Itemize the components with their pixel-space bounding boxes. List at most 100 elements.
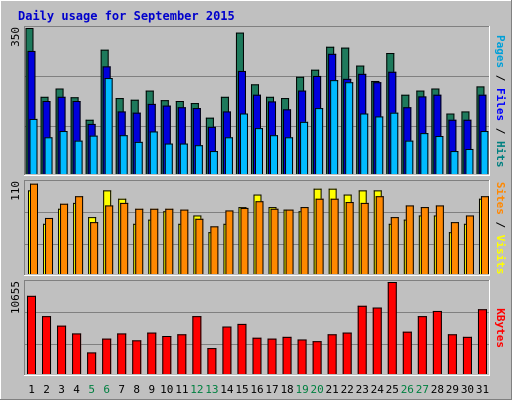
bar-fill <box>102 338 112 374</box>
bar-sites-2 <box>45 217 54 274</box>
bar-pages-15 <box>239 113 248 174</box>
legend-bottom: KBytes <box>494 308 507 348</box>
bar-fill <box>104 78 113 174</box>
bar-fill <box>44 137 53 174</box>
bar-fill <box>285 209 294 274</box>
bar-pages-21 <box>330 80 339 174</box>
x-tick-label-11: 11 <box>175 383 188 396</box>
bar-fill <box>330 198 339 274</box>
bar-fill <box>75 196 84 274</box>
chart-panels: 350 Pages / Files / Hits 110 Sites / Visits… <box>9 26 507 376</box>
panel-top: 350 Pages / Files / Hits <box>9 26 507 176</box>
bar-sites-30 <box>465 215 474 274</box>
bar-fill <box>375 196 384 274</box>
bar-sites-3 <box>60 203 69 274</box>
bar-fill <box>177 334 187 374</box>
bar-kbytes-28 <box>432 310 442 374</box>
bar-sites-15 <box>240 207 249 274</box>
bar-sites-8 <box>135 208 144 274</box>
bar-fill <box>45 217 54 274</box>
x-tick-label-5: 5 <box>88 383 95 396</box>
x-tick-label-10: 10 <box>160 383 173 396</box>
bar-fill <box>420 207 429 274</box>
bar-fill <box>150 208 159 274</box>
bar-kbytes-29 <box>447 334 457 374</box>
bar-fill <box>315 198 324 274</box>
bar-fill <box>450 222 459 274</box>
bar-pages-22 <box>345 82 354 174</box>
bar-fill <box>270 135 279 174</box>
bar-kbytes-6 <box>102 338 112 374</box>
bar-fill <box>254 128 263 174</box>
bar-kbytes-3 <box>57 325 67 374</box>
series-sites <box>30 183 489 274</box>
bar-fill <box>420 133 429 174</box>
bar-sites-28 <box>435 205 444 274</box>
bar-fill <box>207 348 217 374</box>
legend-item-top-2: Files <box>494 88 507 121</box>
series-pages <box>29 78 489 174</box>
bar-fill <box>342 332 352 374</box>
x-tick-label-13: 13 <box>205 383 218 396</box>
x-tick-label-30: 30 <box>461 383 474 396</box>
bar-fill <box>164 143 173 174</box>
bar-kbytes-17 <box>267 338 277 374</box>
bar-kbytes-13 <box>207 348 217 374</box>
ymax-label-bottom: 10655 <box>9 281 22 314</box>
legend-top: Pages / Files / Hits <box>494 35 507 168</box>
bar-sites-12 <box>195 218 204 274</box>
bar-fill <box>405 140 414 174</box>
bar-sites-29 <box>450 222 459 274</box>
bar-kbytes-20 <box>312 341 322 374</box>
bar-sites-11 <box>180 209 189 274</box>
x-tick-label-28: 28 <box>431 383 444 396</box>
bar-sites-10 <box>165 208 174 274</box>
bar-fill <box>239 113 248 174</box>
bar-fill <box>297 339 307 374</box>
x-tick-label-17: 17 <box>265 383 278 396</box>
bar-fill <box>210 226 219 274</box>
bar-pages-10 <box>164 143 173 174</box>
x-tick-label-31: 31 <box>476 383 489 396</box>
bar-kbytes-12 <box>192 316 202 374</box>
x-tick-label-22: 22 <box>341 383 354 396</box>
legend-item-middle-2: Visits <box>494 235 507 275</box>
bar-fill <box>255 201 264 274</box>
bar-fill <box>405 205 414 274</box>
bar-fill <box>135 208 144 274</box>
bar-fill <box>360 113 369 174</box>
legend-item-top-0: Pages <box>494 35 507 68</box>
bar-fill <box>134 141 143 174</box>
bar-pages-9 <box>149 131 158 174</box>
bar-pages-8 <box>134 141 143 174</box>
legend-item-middle-0: Sites <box>494 182 507 215</box>
bar-kbytes-24 <box>372 307 382 374</box>
bar-kbytes-26 <box>402 331 412 374</box>
bar-fill <box>345 82 354 174</box>
bar-pages-5 <box>89 135 98 174</box>
x-tick-label-12: 12 <box>190 383 203 396</box>
panel-middle: 110 Sites / Visits <box>9 180 507 276</box>
bar-kbytes-21 <box>327 334 337 374</box>
bar-kbytes-1 <box>27 295 36 374</box>
bar-fill <box>162 105 171 174</box>
x-tick-label-23: 23 <box>356 383 369 396</box>
panel-bottom: 10655 KBytes <box>9 280 507 376</box>
x-tick-label-15: 15 <box>235 383 248 396</box>
bar-pages-2 <box>44 137 53 174</box>
bar-pages-28 <box>435 136 444 174</box>
bar-fill <box>315 108 324 174</box>
bar-fill <box>195 218 204 274</box>
bar-kbytes-18 <box>282 336 292 374</box>
bar-fill <box>252 337 262 374</box>
legend-item-middle-1: / <box>494 215 507 235</box>
bar-fill <box>165 208 174 274</box>
bar-fill <box>345 202 354 274</box>
bar-sites-19 <box>300 207 309 274</box>
bar-fill <box>162 336 172 374</box>
bar-fill <box>450 151 459 174</box>
bar-pages-20 <box>315 108 324 174</box>
bar-fill <box>435 205 444 274</box>
bar-pages-7 <box>119 135 128 174</box>
x-tick-label-7: 7 <box>118 383 125 396</box>
